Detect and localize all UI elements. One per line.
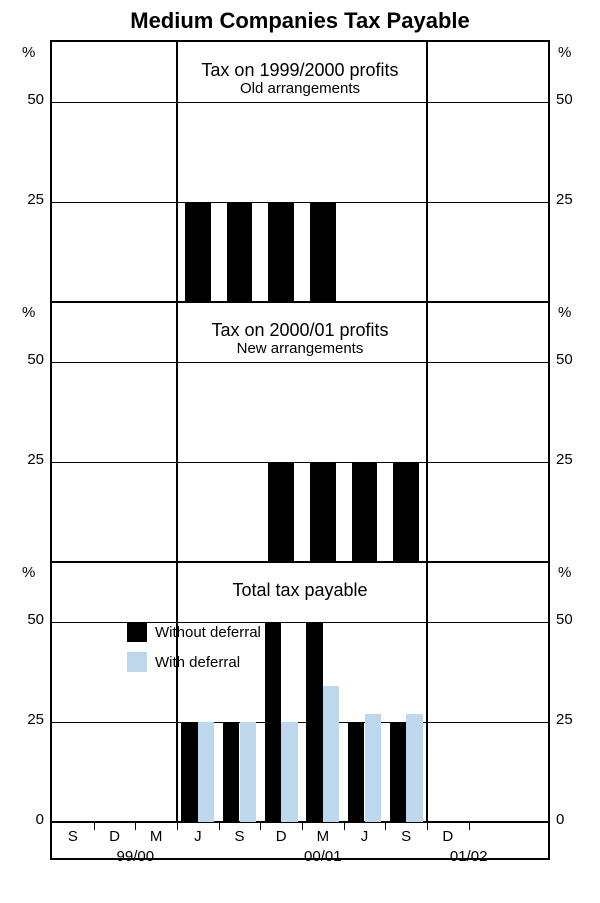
bar-with-deferral [406,714,423,822]
x-tick-label: S [52,828,94,845]
legend-swatch [127,622,147,642]
y-unit-right: % [558,44,571,61]
x-tick-label: S [219,828,261,845]
bar-with-deferral [198,722,215,822]
y-unit-left: % [22,304,35,321]
x-tick [469,822,470,830]
chart-title: Medium Companies Tax Payable [0,8,600,34]
bar-without-deferral [268,202,294,302]
y-tick-label-right: 25 [556,711,573,728]
x-tick-label: J [344,828,386,845]
bar-without-deferral [181,722,198,822]
y-tick-label-left: 25 [0,451,44,468]
y-tick-label-right: 25 [556,191,573,208]
bar-without-deferral [310,202,336,302]
y-tick-label-right: 50 [556,611,573,628]
y-tick-label-right: 50 [556,91,573,108]
panel-plot-area [52,302,548,562]
bar-without-deferral [185,202,211,302]
x-tick-label: D [427,828,469,845]
bar-with-deferral [323,686,340,822]
y-unit-left: % [22,44,35,61]
y-tick-label-left: 0 [0,811,44,828]
chart-frame: Tax on 1999/2000 profitsOld arrangements… [50,40,550,860]
x-group-label: 99/00 [75,848,195,865]
y-tick-label-right: 25 [556,451,573,468]
x-group-label: 00/01 [263,848,383,865]
legend-label: Without deferral [155,624,261,641]
bar-without-deferral [393,462,419,562]
y-tick-label-left: 50 [0,611,44,628]
bar-without-deferral [227,202,253,302]
bar-with-deferral [281,722,298,822]
bar-with-deferral [240,722,257,822]
y-tick-label-left: 25 [0,191,44,208]
y-unit-right: % [558,564,571,581]
bar-without-deferral [223,722,240,822]
bar-with-deferral [365,714,382,822]
y-unit-right: % [558,304,571,321]
chart-container: Medium Companies Tax Payable Tax on 1999… [0,0,600,903]
x-group-label: 01/02 [409,848,529,865]
bar-without-deferral [352,462,378,562]
bar-without-deferral [265,622,282,822]
x-tick-label: D [260,828,302,845]
y-unit-left: % [22,564,35,581]
y-tick-label-left: 25 [0,711,44,728]
legend-label: With deferral [155,654,240,671]
panel-plot-area [52,42,548,302]
x-tick-label: D [94,828,136,845]
bar-without-deferral [268,462,294,562]
bar-without-deferral [348,722,365,822]
y-tick-label-left: 50 [0,351,44,368]
x-tick-label: M [302,828,344,845]
bar-without-deferral [306,622,323,822]
y-tick-label-right: 0 [556,811,564,828]
panel-plot-area [52,562,548,822]
bar-without-deferral [310,462,336,562]
x-tick-label: M [135,828,177,845]
legend-swatch [127,652,147,672]
y-tick-label-left: 50 [0,91,44,108]
bar-without-deferral [390,722,407,822]
x-tick-label: S [385,828,427,845]
y-tick-label-right: 50 [556,351,573,368]
x-tick-label: J [177,828,219,845]
